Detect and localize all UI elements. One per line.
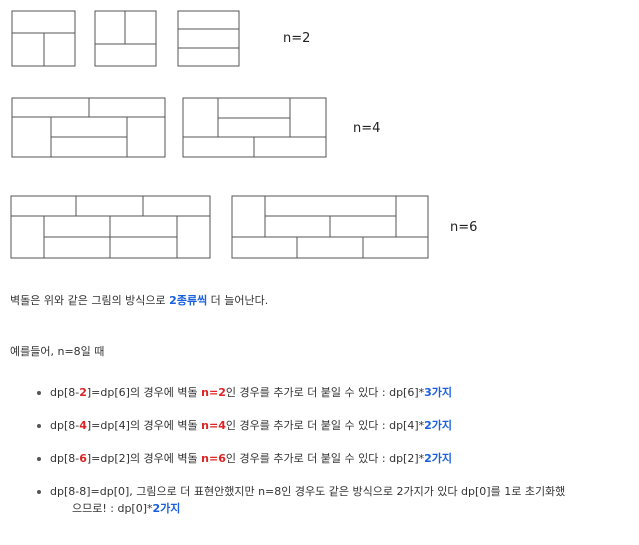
intro-text-c: 더 늘어난다. <box>207 294 269 307</box>
tiling-n4-b <box>182 97 327 158</box>
tiling-n6-a <box>10 195 211 259</box>
intro-text-a: 벽돌은 위와 같은 그림의 방식으로 <box>10 294 170 307</box>
label-n4: n=4 <box>353 121 381 136</box>
tiling-figure <box>10 10 429 259</box>
tiling-n6-b <box>231 195 429 259</box>
list-item: dp[8-8]=dp[0], 그림으로 더 표현안했지만 n=8인 경우도 같은… <box>0 483 639 517</box>
list-item: dp[8-2]=dp[6]의 경우에 벽돌 n=2인 경우를 추가로 더 붙일 … <box>0 384 639 401</box>
intro-highlight: 2종류씩 <box>169 294 208 307</box>
label-n6: n=6 <box>450 220 478 235</box>
list-item: dp[8-4]=dp[4]의 경우에 벽돌 n=4인 경우를 추가로 더 붙일 … <box>0 417 639 434</box>
tiling-n2-b <box>94 10 157 67</box>
list-item-continuation: 으므로! : dp[0]*2가지 <box>72 502 181 515</box>
intro-paragraph: 벽돌은 위와 같은 그림의 방식으로 2종류씩 더 늘어난다. <box>10 292 268 308</box>
tiling-n2-c <box>177 10 240 67</box>
tiling-n2-a <box>11 10 76 67</box>
tiling-n4-a <box>11 97 166 158</box>
list-item: dp[8-6]=dp[2]의 경우에 벽돌 n=6인 경우를 추가로 더 붙일 … <box>0 450 639 467</box>
dp-list: dp[8-2]=dp[6]의 경우에 벽돌 n=2인 경우를 추가로 더 붙일 … <box>0 384 639 533</box>
example-paragraph: 예를들어, n=8일 때 <box>10 345 105 358</box>
label-n2: n=2 <box>283 31 311 46</box>
